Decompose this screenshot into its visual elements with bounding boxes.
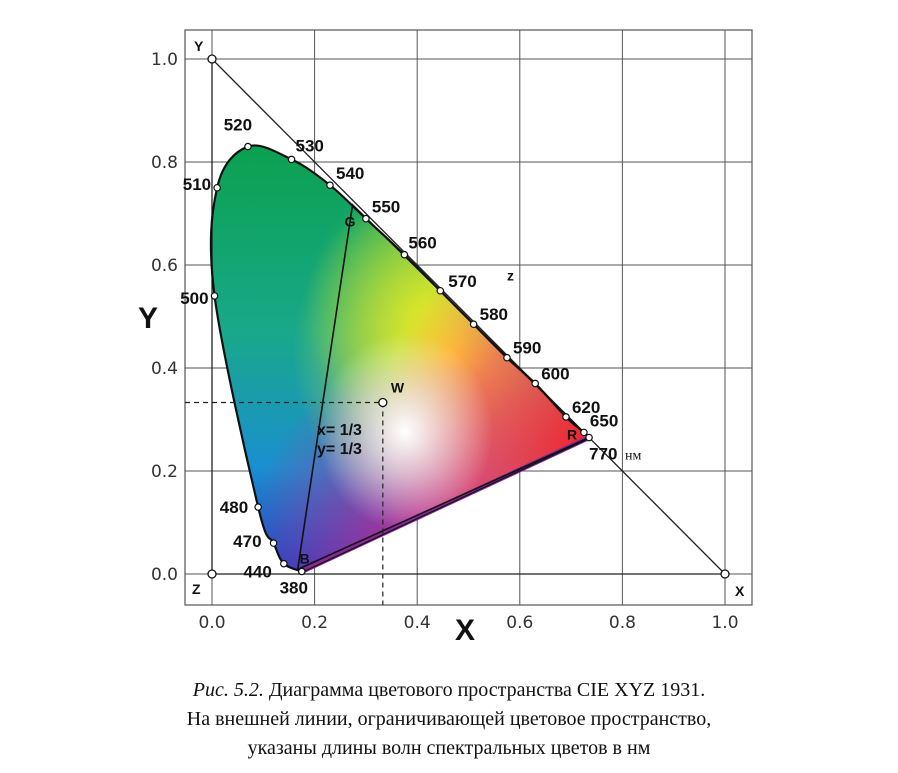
wavelength-marker-570 [436, 286, 445, 295]
wavelength-label-620: 620 [572, 398, 600, 417]
y-tick-label: 0.0 [151, 565, 178, 585]
rgb-triangle [296, 203, 591, 571]
x-axis-label: X [455, 614, 475, 647]
wavelength-label-550: 550 [372, 198, 400, 217]
wavelength-label-600: 600 [541, 364, 569, 383]
x-tick-label: 0.4 [404, 613, 431, 633]
wavelength-marker-380 [297, 567, 306, 576]
purple-line-edge [301, 437, 590, 573]
white-point-annotation-y: y= 1/3 [317, 441, 362, 458]
caption-line-3: указаны длины волн спектральных цветов в… [247, 737, 651, 759]
wavelength-unit-label: нм [625, 449, 641, 464]
point-label-W: W [391, 380, 405, 396]
wavelength-label-470: 470 [233, 532, 261, 551]
y-tick-label: 0.2 [151, 462, 178, 482]
point-label-B: B [300, 550, 310, 566]
y-tick-label: 1.0 [151, 50, 178, 70]
white-point-annotation-x: x= 1/3 [317, 422, 362, 439]
caption-line-2: На внешней линии, ограничивающей цветово… [186, 708, 712, 730]
wavelength-marker-550 [362, 214, 370, 223]
wavelength-marker-480 [254, 503, 262, 511]
point-label-R: R [567, 427, 577, 443]
wavelength-label-440: 440 [243, 563, 271, 582]
gamut-fill [210, 145, 590, 572]
wavelength-label-530: 530 [296, 136, 324, 155]
wavelength-marker-540 [326, 181, 334, 189]
wavelength-label-570: 570 [448, 272, 476, 291]
wavelength-marker-770 [585, 433, 593, 442]
white-point-marker [378, 397, 388, 408]
x-tick-label: 1.0 [711, 613, 738, 633]
vertex-marker-Y [207, 54, 217, 64]
wavelength-label-540: 540 [336, 164, 364, 183]
wavelength-marker-600 [531, 379, 539, 388]
wavelength-label-520: 520 [224, 116, 252, 135]
vertex-label-Z: Z [192, 581, 201, 597]
wavelength-label-580: 580 [480, 305, 508, 324]
wavelength-label-480: 480 [220, 498, 248, 517]
wavelength-marker-440 [280, 559, 288, 568]
x-tick-label: 0.2 [301, 613, 328, 633]
xy-side-line [211, 58, 726, 575]
caption-line-1: Диаграмма цветового пространства CIE XYZ… [263, 679, 706, 701]
y-tick-label: 0.4 [151, 359, 178, 379]
figure-caption: Рис. 5.2. Диаграмма цветового пространст… [0, 676, 898, 763]
wavelength-marker-580 [469, 320, 478, 329]
vertex-marker-Z [207, 569, 217, 579]
wavelength-marker-620 [562, 413, 570, 421]
caption-lead: Рис. 5.2. [192, 679, 264, 701]
vertex-label-X: X [735, 583, 745, 599]
point-label-G: G [345, 214, 356, 230]
wavelength-marker-470 [269, 539, 278, 547]
y-tick-label: 0.6 [151, 256, 178, 276]
wavelength-label-770: 770 [589, 445, 617, 464]
wavelength-label-590: 590 [513, 339, 541, 358]
wavelength-label-510: 510 [183, 175, 211, 194]
wavelength-marker-500 [210, 292, 219, 300]
x-tick-label: 0.0 [198, 613, 225, 633]
wavelength-label-560: 560 [408, 234, 436, 253]
wavelength-label-500: 500 [180, 289, 208, 308]
cie-chromaticity-chart: 0.0 0.2 0.4 0.6 0.8 1.0 0.0 0.2 0.4 0.6 0.8 1.0 380 4… [138, 29, 753, 647]
plot-frame [184, 29, 753, 606]
wavelength-label-650: 650 [590, 411, 618, 430]
x-tick-label: 0.6 [506, 613, 533, 633]
wavelength-marker-650 [580, 428, 588, 437]
wavelength-marker-590 [503, 353, 511, 362]
wavelength-marker-560 [400, 250, 409, 259]
wavelength-marker-530 [287, 155, 296, 164]
wavelength-marker-520 [244, 142, 252, 151]
wavelength-label-380: 380 [280, 578, 308, 597]
side-label-z: z [507, 267, 514, 283]
vertex-label-Y: Y [194, 38, 204, 54]
x-tick-label: 0.8 [609, 613, 636, 633]
y-tick-label: 0.8 [151, 153, 178, 173]
wavelength-marker-510 [213, 183, 221, 192]
vertex-marker-X [720, 569, 730, 579]
y-axis-label: Y [138, 302, 158, 335]
